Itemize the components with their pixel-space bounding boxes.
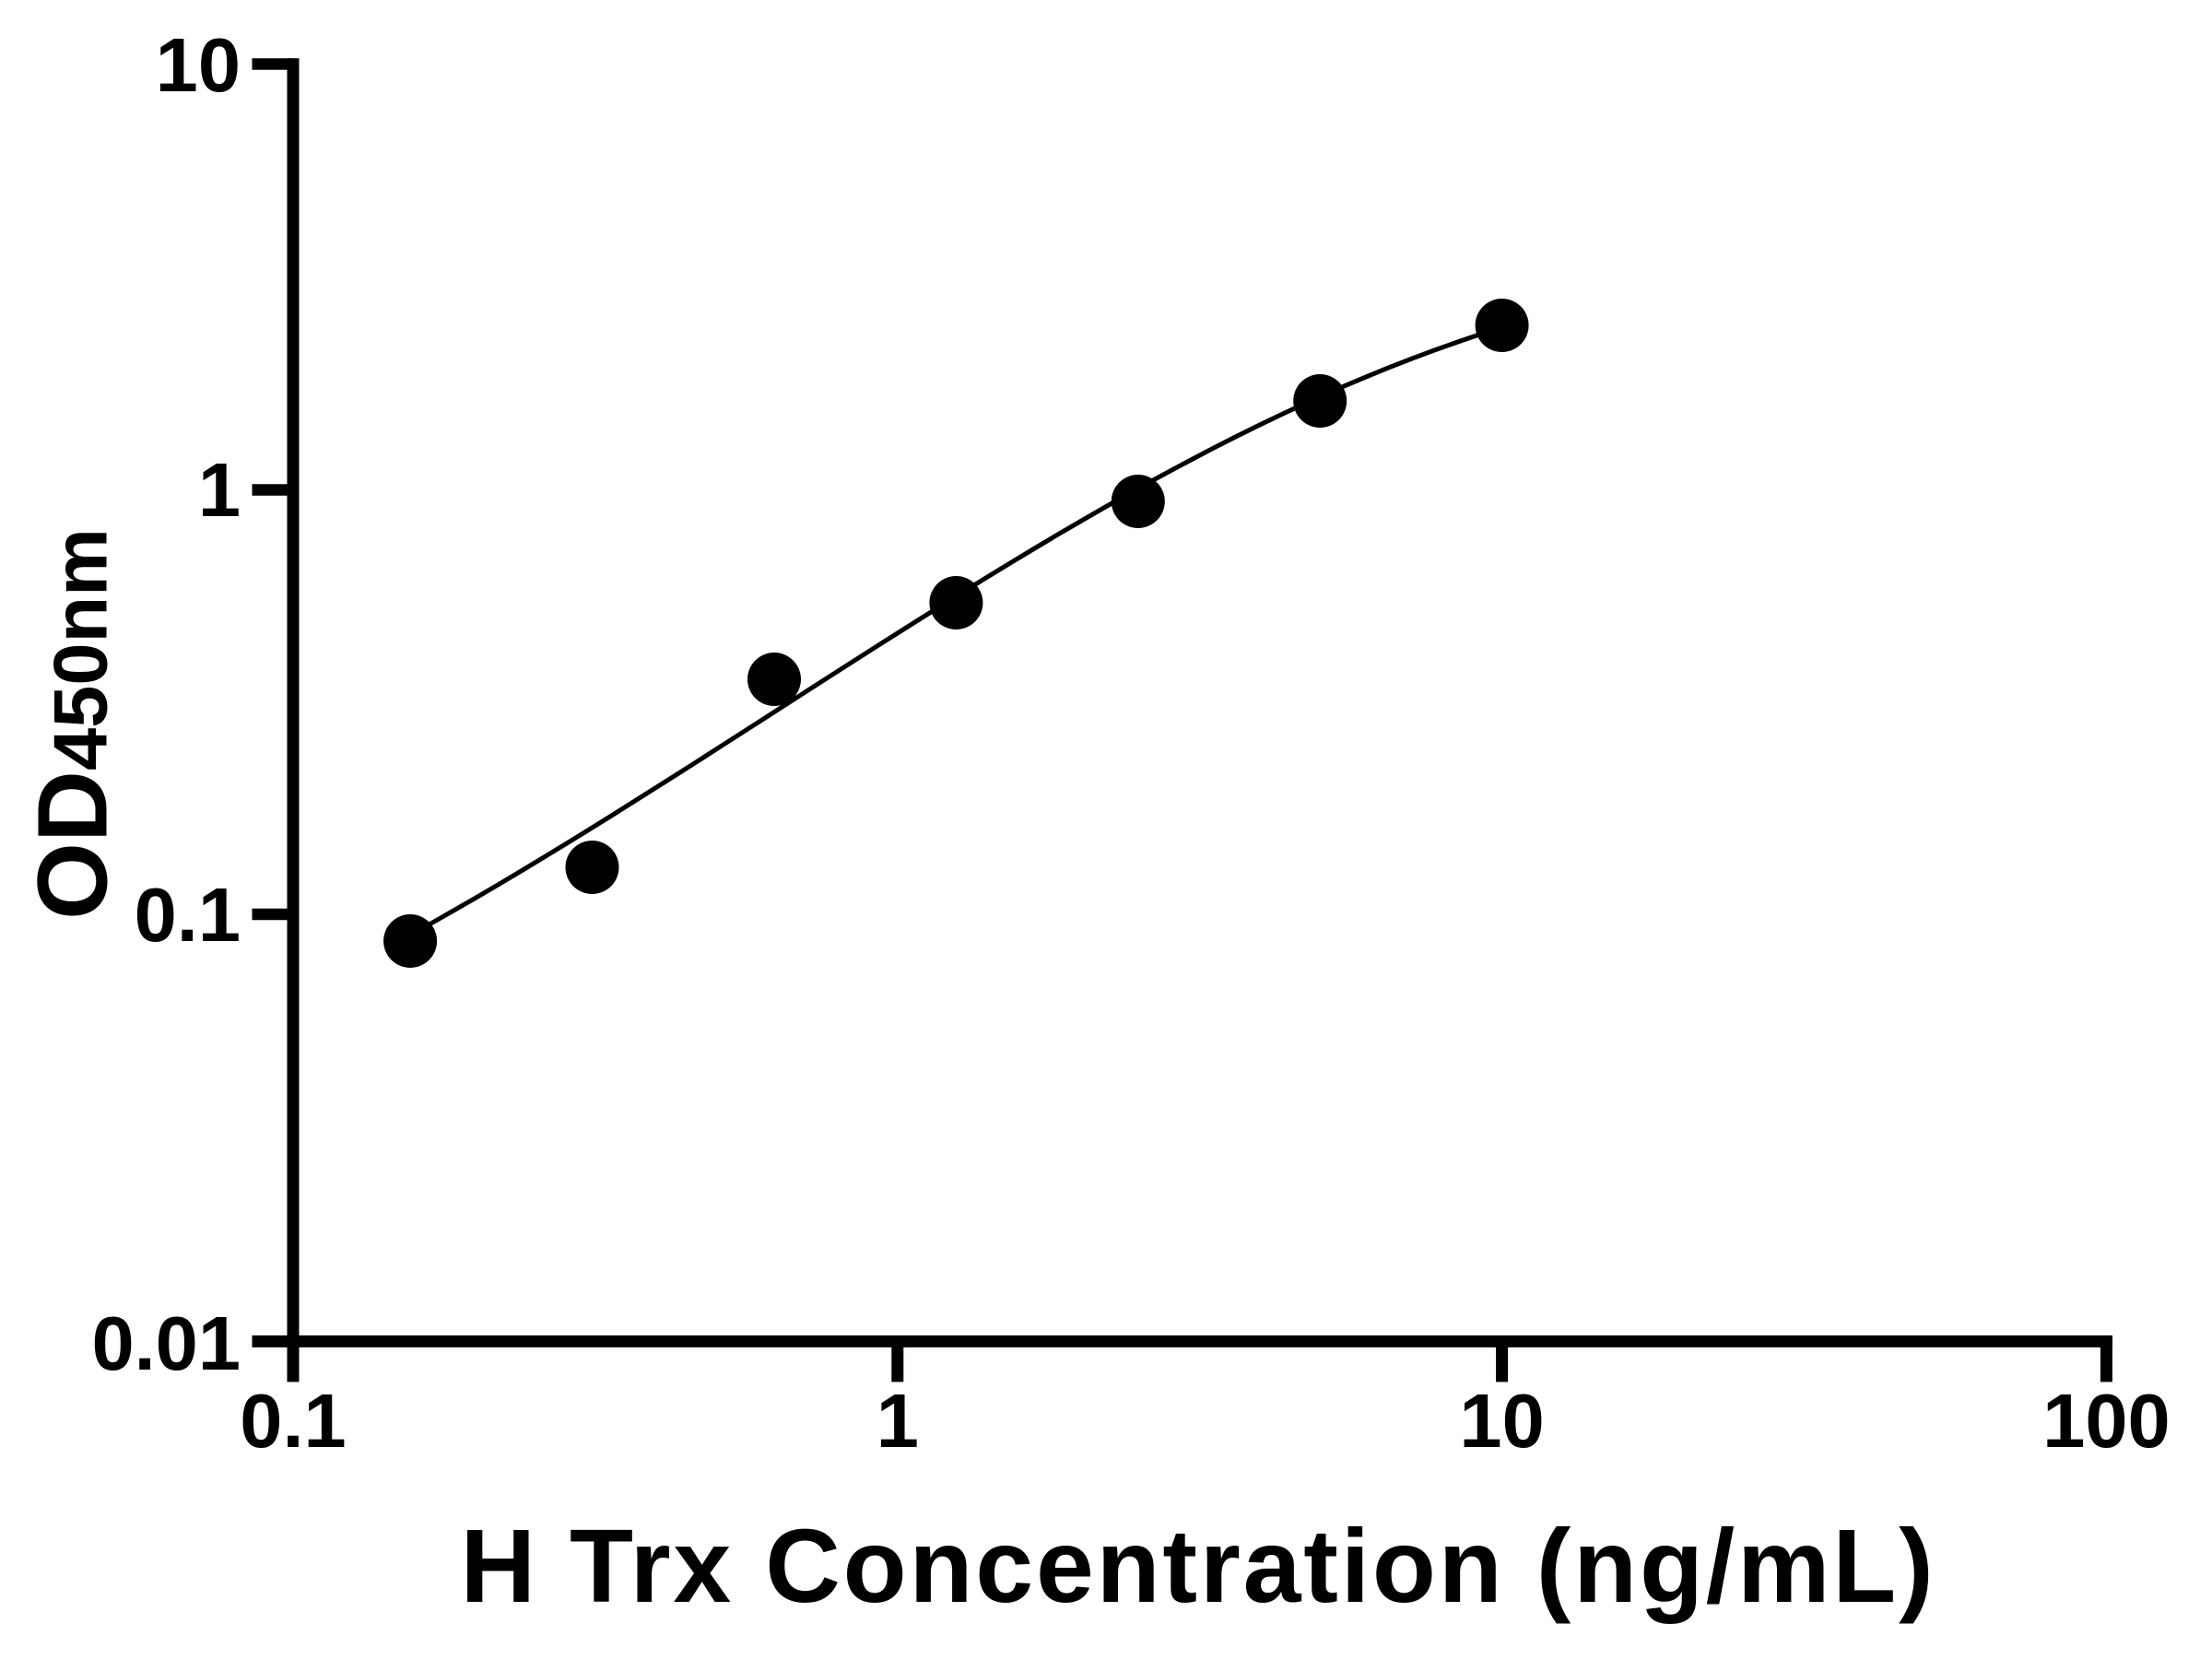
svg-text:H Trx Concentration (ng/mL): H Trx Concentration (ng/mL) (460, 1508, 1936, 1624)
svg-text:0.01: 0.01 (91, 1300, 241, 1386)
svg-text:1: 1 (877, 1378, 919, 1464)
svg-text:1: 1 (198, 447, 241, 533)
svg-text:0.1: 0.1 (135, 872, 241, 958)
svg-text:10: 10 (1459, 1378, 1544, 1464)
svg-text:100: 100 (2042, 1378, 2170, 1464)
svg-text:0.1: 0.1 (240, 1378, 346, 1464)
svg-text:10: 10 (156, 22, 241, 108)
